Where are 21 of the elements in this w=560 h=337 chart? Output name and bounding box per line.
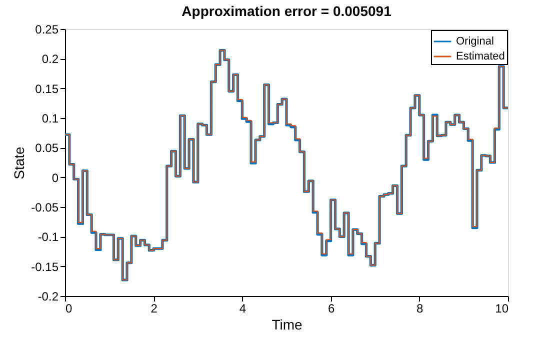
legend-label: Estimated — [456, 50, 505, 62]
y-tick-label: 0.2 — [42, 52, 59, 66]
chart-title: Approximation error = 0.005091 — [182, 3, 392, 19]
y-tick-label: 0.15 — [35, 82, 59, 96]
x-tick-label: 4 — [239, 302, 246, 316]
y-tick-label: 0 — [52, 170, 59, 185]
x-tick-label: 6 — [328, 302, 335, 316]
x-tick-label: 0 — [66, 302, 72, 316]
y-tick-label: -0.05 — [31, 200, 59, 214]
x-tick-label: 2 — [150, 302, 158, 316]
y-tick-label: 0.1 — [42, 112, 59, 126]
y-tick-label: -0.15 — [31, 260, 59, 274]
legend-label: Original — [456, 36, 494, 48]
y-tick-label: -0.1 — [38, 230, 59, 244]
y-axis-title: State — [11, 146, 28, 180]
x-tick-label: 10 — [495, 302, 509, 316]
x-axis-title: Time — [272, 316, 303, 332]
x-tick-label: 8 — [416, 302, 424, 316]
y-tick-label: -0.2 — [38, 290, 59, 304]
y-tick-label: 0.05 — [35, 141, 59, 156]
y-tick-label: 0.25 — [35, 22, 59, 36]
